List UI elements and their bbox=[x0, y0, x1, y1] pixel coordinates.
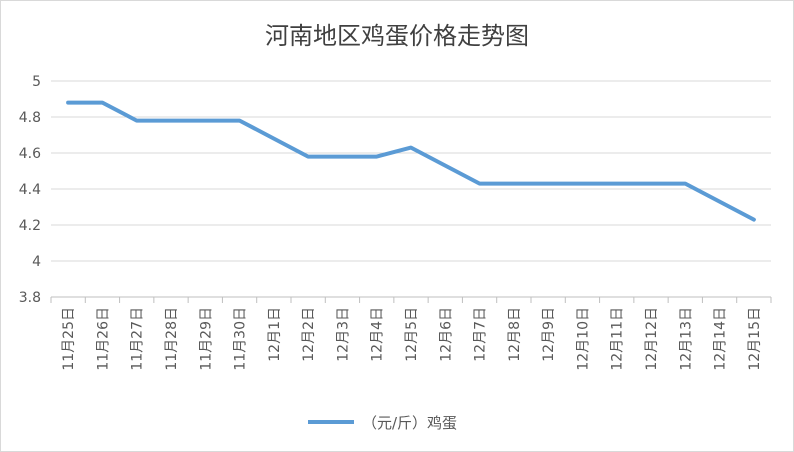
x-tick-label: 11月27日 bbox=[130, 307, 146, 371]
x-tick-label: 12月6日 bbox=[438, 307, 454, 362]
y-tick-label: 3.8 bbox=[19, 290, 41, 306]
x-tick-label: 12月14日 bbox=[713, 307, 729, 371]
y-tick-label: 5 bbox=[32, 74, 41, 90]
x-tick-label: 11月29日 bbox=[198, 307, 214, 371]
y-axis-tick-labels: 3.8 4 4.2 4.4 4.6 4.8 5 bbox=[19, 74, 41, 306]
x-tick-label: 12月13日 bbox=[678, 307, 694, 371]
x-tick-label: 12月7日 bbox=[473, 307, 489, 362]
y-tick-label: 4.4 bbox=[19, 182, 41, 198]
x-axis-tick-labels: 11月25日 11月26日 11月27日 11月28日 11月29日 11月30日 12月1… bbox=[61, 307, 763, 371]
x-tick-label: 12月5日 bbox=[404, 307, 420, 362]
x-tick-label: 11月26日 bbox=[95, 307, 111, 371]
x-tick-label: 12月8日 bbox=[507, 307, 523, 362]
y-tick-label: 4.6 bbox=[19, 146, 41, 162]
x-tick-label: 12月10日 bbox=[575, 307, 591, 371]
chart-title: 河南地区鸡蛋价格走势图 bbox=[265, 22, 529, 50]
x-tick-label: 12月3日 bbox=[335, 307, 351, 362]
y-tick-label: 4.2 bbox=[19, 218, 41, 234]
x-tick-label: 12月11日 bbox=[610, 307, 626, 371]
x-tick-label: 12月2日 bbox=[301, 307, 317, 362]
x-tick-label: 11月25日 bbox=[61, 307, 77, 371]
series-lines bbox=[66, 100, 756, 222]
x-tick-label: 12月4日 bbox=[370, 307, 386, 362]
x-tick-label: 12月9日 bbox=[541, 307, 557, 362]
x-tick-label: 12月15日 bbox=[747, 307, 763, 371]
legend: （元/斤）鸡蛋 bbox=[308, 414, 457, 432]
grid-lines bbox=[51, 80, 771, 262]
x-tick-label: 11月30日 bbox=[233, 307, 249, 371]
series-line bbox=[66, 100, 756, 222]
y-tick-label: 4.8 bbox=[19, 110, 41, 126]
x-tick-label: 11月28日 bbox=[164, 307, 180, 371]
x-tick-label: 12月1日 bbox=[267, 307, 283, 362]
legend-label: （元/斤）鸡蛋 bbox=[362, 414, 457, 432]
x-axis bbox=[50, 296, 772, 303]
x-tick-label: 12月12日 bbox=[644, 307, 660, 371]
y-tick-label: 4 bbox=[32, 254, 41, 270]
